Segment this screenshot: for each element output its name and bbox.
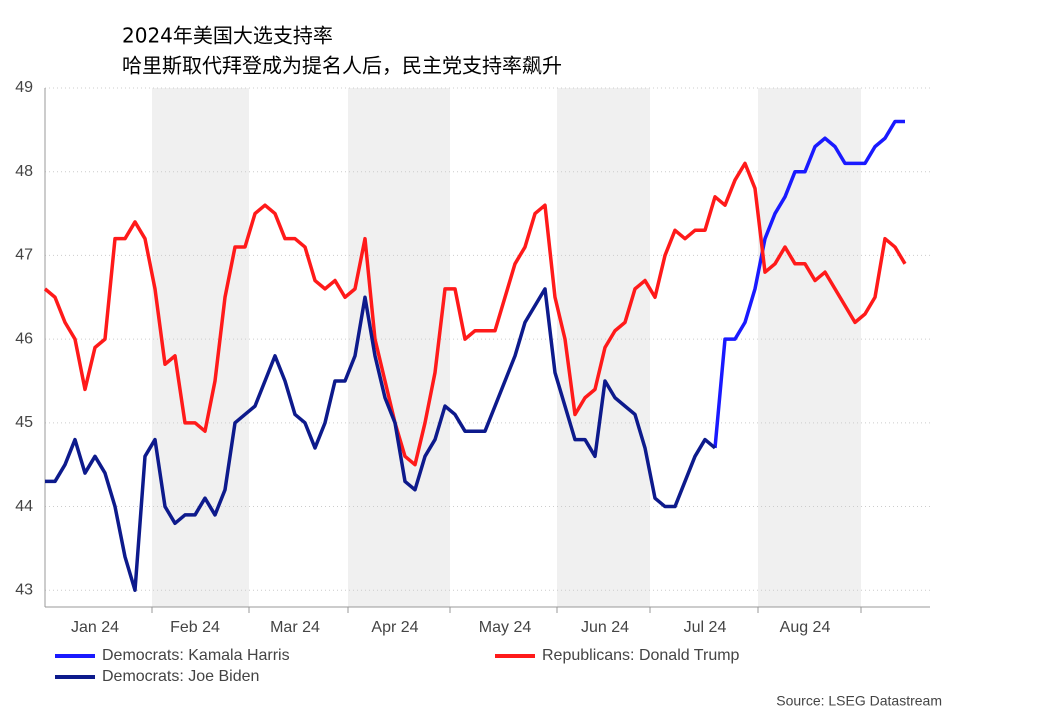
y-tick-label: 45 <box>15 414 33 431</box>
legend-item: Democrats: Kamala Harris <box>55 647 290 664</box>
x-tick-label: Apr 24 <box>371 619 418 636</box>
chart-title: 2024年美国大选支持率 <box>122 24 333 48</box>
x-tick-label: May 24 <box>479 619 532 636</box>
source: Source: LSEG Datastream <box>776 693 942 709</box>
x-tick-label: Jan 24 <box>71 619 119 636</box>
y-tick-label: 49 <box>15 79 33 96</box>
series-line <box>713 119 905 449</box>
month-band <box>152 88 249 607</box>
y-tick-label: 46 <box>15 330 33 347</box>
y-tick-label: 47 <box>15 247 33 264</box>
series-line <box>45 287 717 593</box>
legend-item: Democrats: Joe Biden <box>55 668 259 685</box>
month-band <box>758 88 861 607</box>
legend-item: Republicans: Donald Trump <box>495 647 740 664</box>
legend-label: Republicans: Donald Trump <box>542 647 740 664</box>
chart-subtitle: 哈里斯取代拜登成为提名人后，民主党支持率飙升 <box>122 54 562 78</box>
legend-label: Democrats: Kamala Harris <box>102 647 290 664</box>
x-tick-label: Jul 24 <box>684 619 727 636</box>
y-tick-label: 48 <box>15 163 33 180</box>
x-tick-label: Aug 24 <box>780 619 831 636</box>
x-tick-label: Jun 24 <box>581 619 629 636</box>
x-tick-label: Mar 24 <box>270 619 320 636</box>
month-band <box>348 88 450 607</box>
y-tick-label: 44 <box>15 498 33 515</box>
y-tick-label: 43 <box>15 581 33 598</box>
x-tick-label: Feb 24 <box>170 619 220 636</box>
legend-label: Democrats: Joe Biden <box>102 668 259 685</box>
series-line <box>43 161 907 467</box>
